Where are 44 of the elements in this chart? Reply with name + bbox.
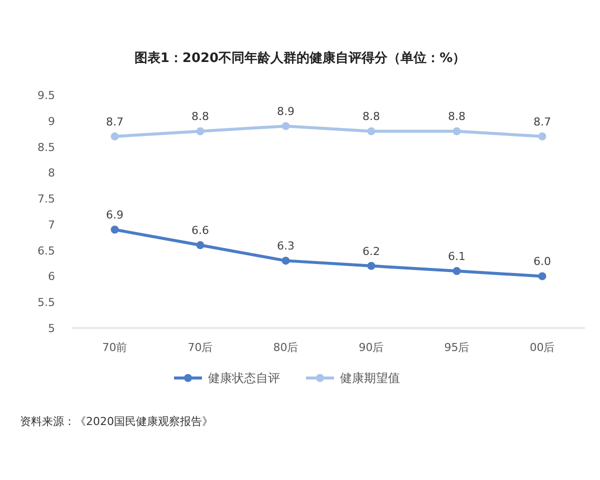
- point: [282, 122, 290, 130]
- y-tick-label: 9.5: [38, 89, 55, 102]
- point: [282, 256, 290, 265]
- point: [538, 132, 546, 140]
- data-label: 6.0: [534, 255, 551, 268]
- point: [452, 267, 461, 276]
- x-tick-label: 95后: [444, 341, 470, 354]
- text: 资料来源：《2020国民健康观察报告》: [20, 415, 213, 428]
- chart-title: 图表1：2020不同年龄人群的健康自评得分（单位：%）: [134, 50, 466, 66]
- data-label: 6.6: [192, 224, 209, 238]
- data-label: 8.9: [277, 105, 294, 118]
- y-tick-label: 7: [48, 218, 55, 232]
- data-label: 8.8: [192, 110, 209, 124]
- data-label: 8.7: [534, 115, 551, 128]
- y-tick-label: 5.5: [38, 296, 55, 310]
- point: [196, 127, 204, 136]
- data-label: 8.8: [448, 110, 466, 124]
- data-label: 8.8: [362, 110, 380, 124]
- point: [110, 226, 119, 234]
- point: [367, 262, 376, 270]
- y-tick-label: 9: [48, 114, 55, 128]
- y-tick-label: 5: [48, 322, 55, 335]
- data-label: 8.7: [106, 115, 124, 128]
- x-tick-label: 70后: [188, 341, 213, 354]
- legend-label: 健康期望值: [340, 371, 400, 385]
- x-tick-label: 00后: [530, 341, 555, 354]
- y-tick-label: 7.5: [38, 192, 55, 206]
- y-tick-label: 6: [48, 270, 55, 284]
- point: [367, 127, 376, 136]
- data-label: 6.3: [277, 240, 294, 253]
- x-tick-label: 80后: [273, 341, 298, 354]
- y-tick-label: 6.5: [38, 244, 55, 258]
- data-label: 6.1: [448, 250, 466, 264]
- point: [452, 127, 461, 136]
- y-tick-label: 8: [48, 166, 55, 180]
- point: [538, 272, 546, 280]
- data-label: 6.2: [362, 244, 380, 258]
- x-tick-label: 70前: [102, 341, 128, 354]
- legend-label: 健康状态自评: [208, 371, 280, 385]
- y-tick-label: 8.5: [38, 140, 55, 154]
- x-tick-label: 90后: [358, 341, 384, 354]
- point: [196, 241, 204, 250]
- point: [110, 132, 119, 140]
- data-label: 6.9: [106, 208, 124, 222]
